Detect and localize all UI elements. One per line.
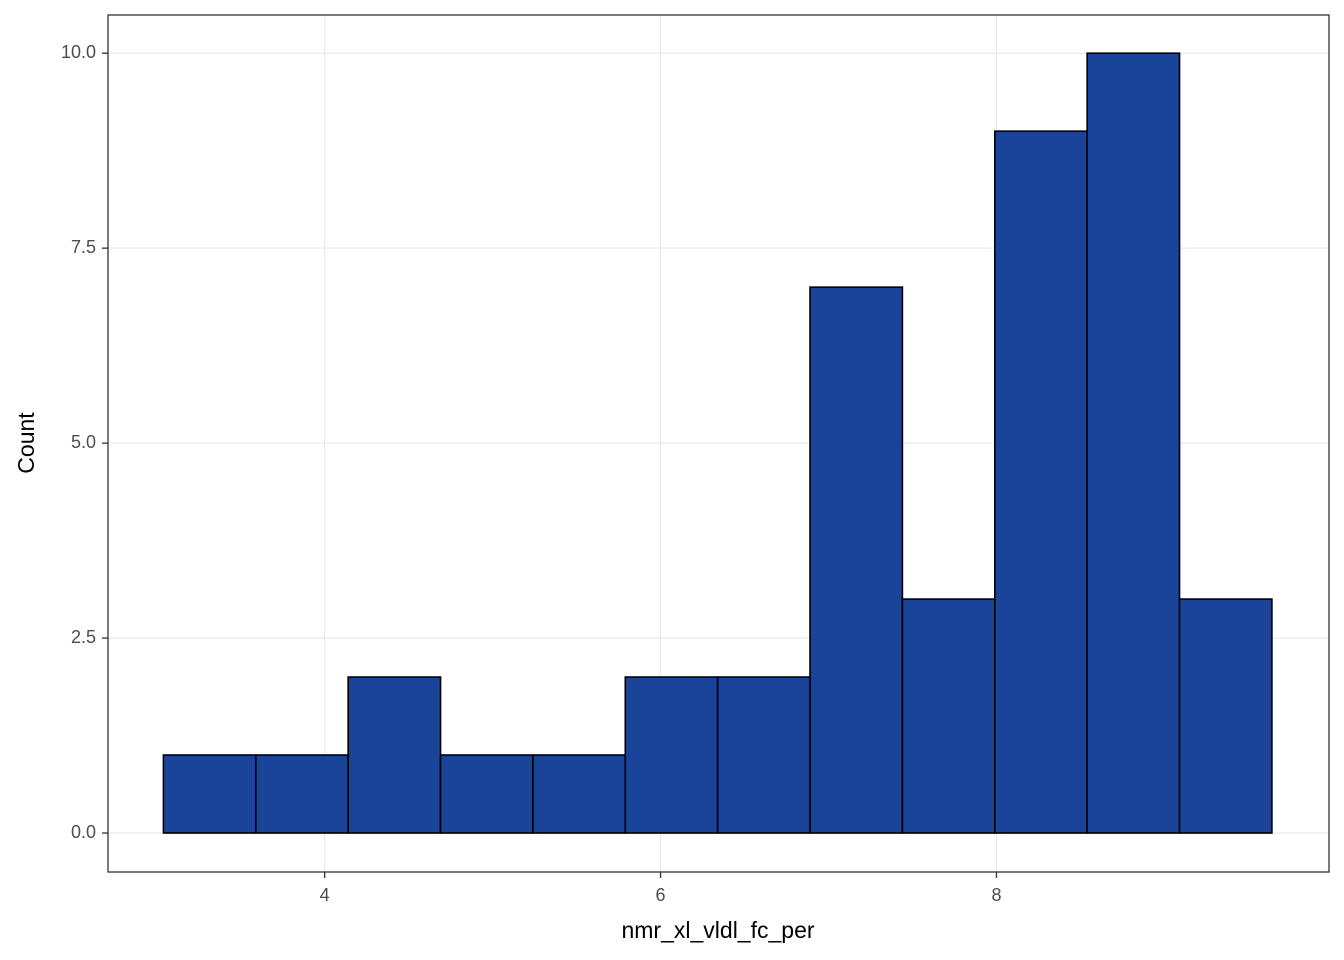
bar — [162, 754, 257, 834]
bar — [901, 598, 996, 834]
bar — [624, 676, 719, 834]
plot-border — [107, 14, 1330, 873]
bar — [347, 676, 442, 834]
bar — [1178, 598, 1273, 834]
y-tick-label: 2.5 — [71, 627, 96, 647]
x-tick-label: 4 — [320, 885, 330, 905]
y-tick-label: 0.0 — [71, 822, 96, 842]
y-tick-label: 5.0 — [71, 432, 96, 452]
bar — [716, 676, 811, 834]
bar — [809, 286, 904, 834]
bar — [532, 754, 627, 834]
bar — [254, 754, 349, 834]
x-tick-label: 6 — [656, 885, 666, 905]
bar — [993, 130, 1088, 834]
x-tick-label: 8 — [991, 885, 1001, 905]
y-tick-label: 7.5 — [71, 237, 96, 257]
y-axis-title: Count — [13, 412, 39, 474]
x-axis-title: nmr_xl_vldl_fc_per — [621, 917, 814, 943]
y-tick-label: 10.0 — [61, 42, 96, 62]
bar — [1086, 52, 1181, 834]
bar — [439, 754, 534, 834]
